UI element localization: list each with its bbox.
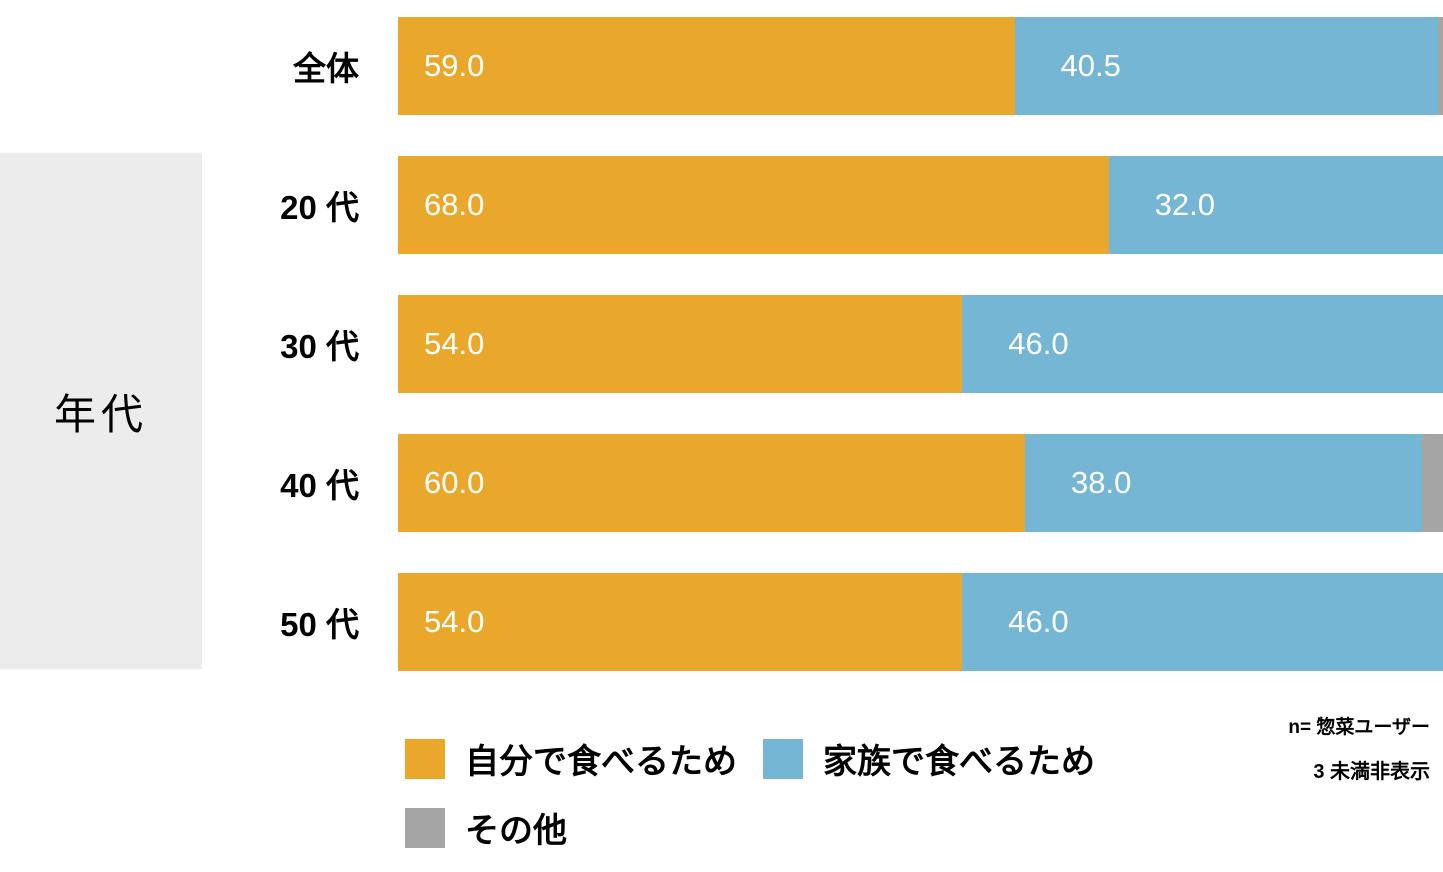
category-label: 30 代: [280, 328, 359, 365]
stacked-bar: 60.0 38.0: [398, 434, 1443, 532]
bar-segment: 54.0: [398, 573, 963, 671]
category-label: 全体: [293, 50, 359, 87]
stacked-bar: 68.0 32.0: [398, 156, 1443, 254]
chart-row: 全体 59.0 40.5: [0, 17, 1443, 115]
bar-segment: 32.0: [1108, 156, 1443, 254]
category-label: 20 代: [280, 189, 359, 226]
bar-segment: [1437, 17, 1443, 115]
legend-item-other: その他: [405, 803, 567, 852]
legend-label-self: 自分で食べるため: [465, 743, 737, 781]
bar-value-label: 46.0: [1008, 604, 1069, 639]
category-label: 40 代: [280, 467, 359, 504]
legend-swatch-orange-icon: [405, 738, 445, 779]
bar-value-label: 32.0: [1154, 187, 1215, 222]
bar-value-label: 54.0: [424, 326, 485, 361]
bar-segment: 68.0: [398, 156, 1109, 254]
category-label: 50 代: [280, 606, 359, 643]
stacked-bar: 59.0 40.5: [398, 17, 1443, 115]
legend-item-self: 自分で食べるため: [405, 734, 737, 783]
age-group-box: 年代: [0, 153, 202, 669]
legend-label-other: その他: [465, 812, 567, 850]
bar-segment: 60.0: [398, 434, 1025, 532]
stacked-bar: 54.0 46.0: [398, 573, 1443, 671]
bar-value-label: 38.0: [1071, 465, 1132, 500]
bar-segment: 46.0: [962, 295, 1443, 393]
age-group-label: 年代: [53, 390, 148, 438]
legend-row-2: その他: [405, 803, 1121, 852]
bar-segment: 59.0: [398, 17, 1015, 115]
legend-swatch-blue-icon: [763, 738, 803, 779]
footnote-sample: n= 惣菜ユーザー: [1288, 717, 1430, 738]
bar-value-label: 40.5: [1060, 48, 1121, 83]
chart-row: 30 代 54.0 46.0: [0, 295, 1443, 393]
bar-segment: 40.5: [1014, 17, 1438, 115]
legend-swatch-gray-icon: [405, 807, 445, 848]
bar-segment: 46.0: [962, 573, 1443, 671]
chart-row: 20 代 68.0 32.0: [0, 156, 1443, 254]
legend-item-family: 家族で食べるため: [763, 734, 1095, 783]
bar-segment: 38.0: [1025, 434, 1423, 532]
bar-value-label: 60.0: [424, 465, 485, 500]
chart-row: 40 代 60.0 38.0: [0, 434, 1443, 532]
bar-value-label: 68.0: [424, 187, 485, 222]
stacked-bar: 54.0 46.0: [398, 295, 1443, 393]
chart-row: 50 代 54.0 46.0: [0, 573, 1443, 671]
bar-value-label: 59.0: [424, 48, 485, 83]
legend-row-1: 自分で食べるため 家族で食べるため: [405, 734, 1121, 783]
bar-value-label: 46.0: [1008, 326, 1069, 361]
legend-label-family: 家族で食べるため: [823, 743, 1095, 781]
footnote-threshold: 3 未満非表示: [1313, 761, 1430, 783]
bar-segment: [1422, 434, 1443, 532]
bar-segment: 54.0: [398, 295, 963, 393]
footnotes: n= 惣菜ユーザー 3 未満非表示: [1288, 712, 1430, 784]
legend: 自分で食べるため 家族で食べるため その他: [405, 734, 1121, 872]
bar-value-label: 54.0: [424, 604, 485, 639]
